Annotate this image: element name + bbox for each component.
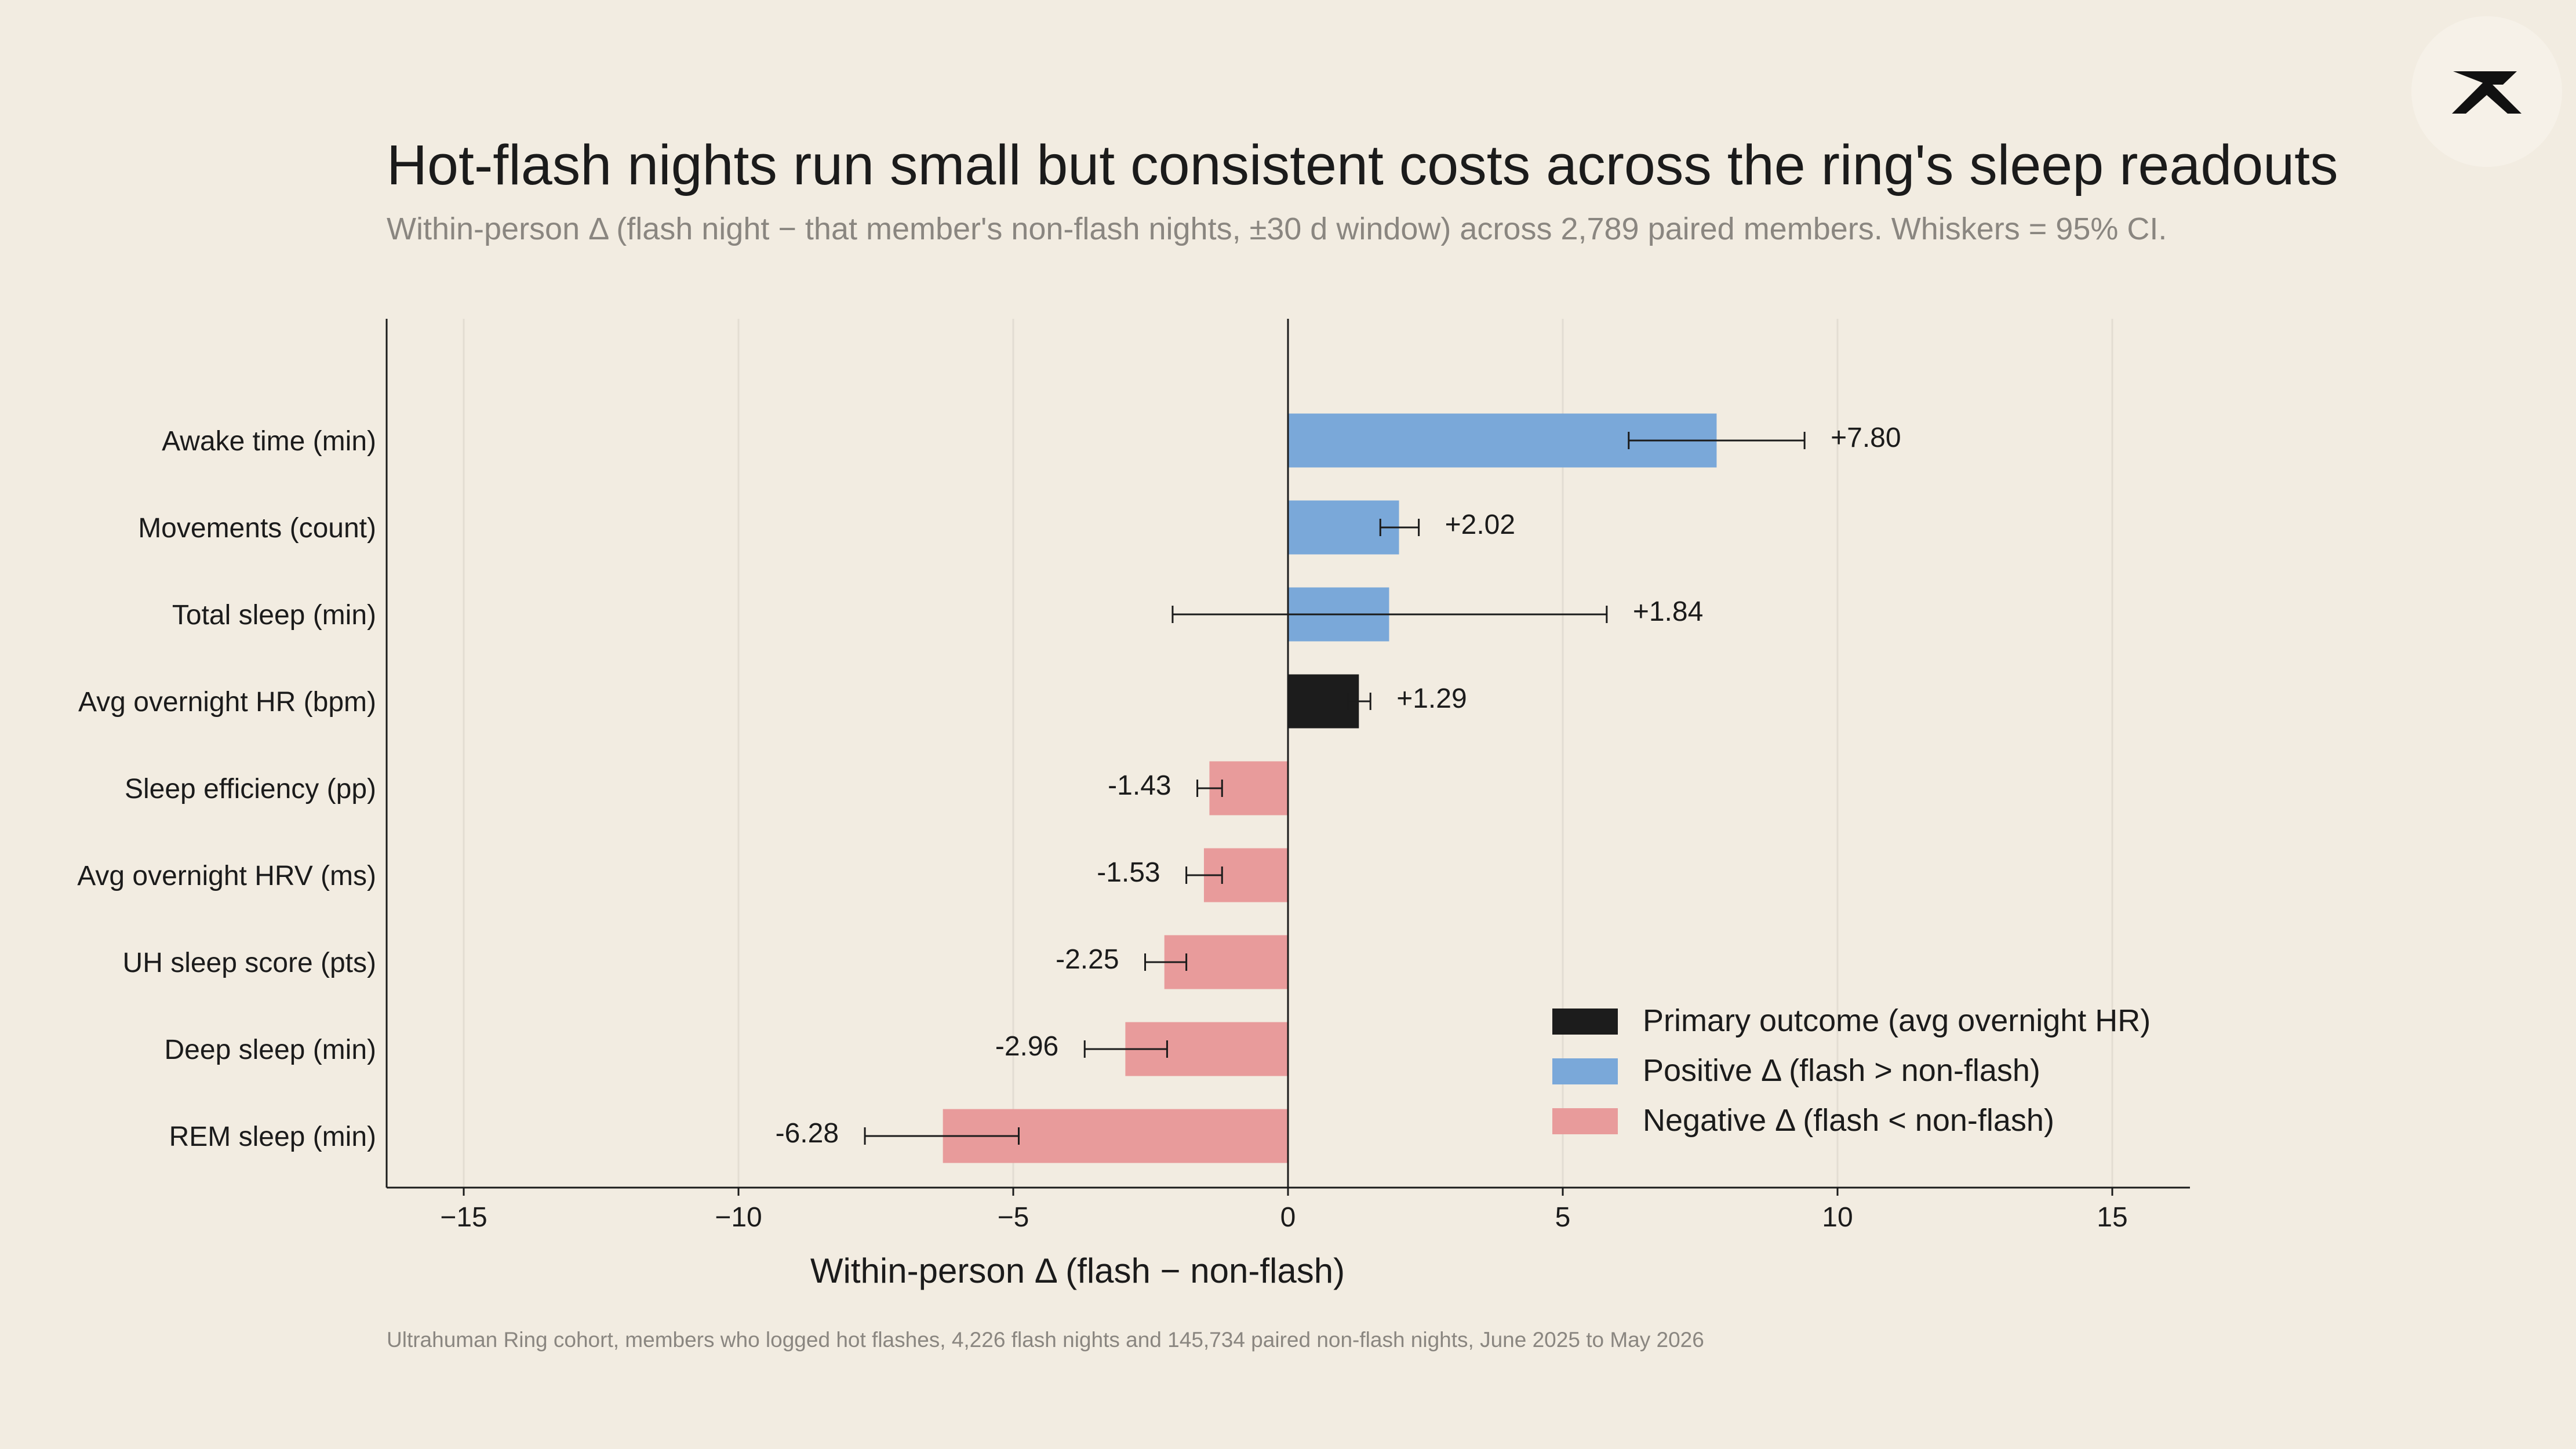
footnote: Ultrahuman Ring cohort, members who logg… — [387, 1328, 1704, 1352]
ultrahuman-logo-icon — [2452, 71, 2522, 114]
category-label: UH sleep score (pts) — [123, 948, 376, 978]
legend-swatch-primary — [1552, 1009, 1618, 1035]
category-label: Sleep efficiency (pp) — [125, 774, 376, 804]
value-label: -2.96 — [995, 1031, 1058, 1062]
chart-title: Hot-flash nights run small but consisten… — [387, 133, 2338, 196]
axes — [385, 319, 2190, 1189]
value-label: -1.43 — [1108, 770, 1171, 801]
bar — [1288, 674, 1359, 729]
category-label: Deep sleep (min) — [165, 1035, 376, 1065]
category-label: REM sleep (min) — [169, 1122, 376, 1152]
value-label: +2.02 — [1445, 509, 1515, 540]
value-label: -6.28 — [776, 1118, 839, 1149]
category-label: Avg overnight HR (bpm) — [78, 687, 376, 718]
x-tick-label: −10 — [715, 1202, 762, 1233]
x-tick-label: 0 — [1280, 1202, 1296, 1233]
category-label: Awake time (min) — [162, 426, 376, 457]
x-tick-label: −15 — [440, 1202, 487, 1233]
legend-label-positive: Positive Δ (flash > non-flash) — [1643, 1053, 2040, 1088]
labels: −15 −10 −5 0 5 10 15 Awake time (min) +7.80 Movem… — [77, 423, 2127, 1233]
x-tick-label: 5 — [1555, 1202, 1571, 1233]
category-label: Avg overnight HRV (ms) — [77, 861, 376, 891]
value-label: +1.29 — [1396, 683, 1467, 714]
grid-lines — [463, 319, 2113, 1196]
category-label: Total sleep (min) — [172, 600, 376, 631]
value-label: -2.25 — [1056, 944, 1119, 975]
legend-label-negative: Negative Δ (flash < non-flash) — [1643, 1103, 2054, 1138]
brand-logo — [2411, 16, 2562, 167]
bars — [864, 413, 1806, 1163]
value-label: +7.80 — [1831, 423, 1901, 453]
x-tick-label: −5 — [998, 1202, 1029, 1233]
x-axis-label: Within-person Δ (flash − non-flash) — [810, 1251, 1345, 1290]
legend: Primary outcome (avg overnight HR) Posit… — [1552, 1003, 2151, 1138]
legend-swatch-positive — [1552, 1058, 1618, 1084]
chart-subtitle: Within-person Δ (flash night − that memb… — [387, 212, 2167, 246]
legend-label-primary: Primary outcome (avg overnight HR) — [1643, 1003, 2151, 1038]
value-label: -1.53 — [1097, 857, 1160, 888]
x-tick-label: 10 — [1822, 1202, 1853, 1233]
value-label: +1.84 — [1633, 596, 1703, 627]
category-label: Movements (count) — [138, 513, 376, 544]
legend-swatch-negative — [1552, 1108, 1618, 1134]
x-tick-label: 15 — [2097, 1202, 2127, 1233]
